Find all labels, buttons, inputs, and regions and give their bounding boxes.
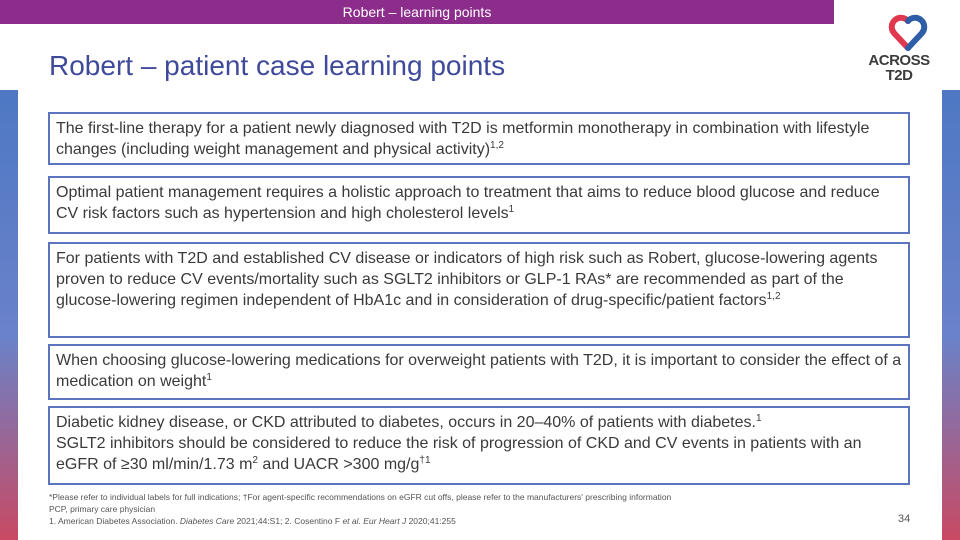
learning-point-4: When choosing glucose-lowering medicatio…: [48, 344, 910, 400]
reference-text: 2021;44:S1; 2. Cosentino F: [234, 516, 343, 526]
learning-point-3: For patients with T2D and established CV…: [48, 242, 910, 338]
footnote-abbreviations: PCP, primary care physician: [49, 504, 156, 514]
heart-logo-icon: [888, 14, 928, 51]
reference-sup: 1: [508, 204, 515, 215]
slide-title: Robert – patient case learning points: [49, 50, 506, 81]
point-text: Diabetic kidney disease, or CKD attribut…: [56, 414, 756, 431]
journal-name: et al. Eur Heart J: [342, 516, 407, 526]
point-text: For patients with T2D and established CV…: [56, 250, 878, 309]
learning-point-2: Optimal patient management requires a ho…: [48, 176, 910, 234]
exponent-sup: 2: [252, 455, 258, 466]
learning-point-1: The first-line therapy for a patient new…: [48, 112, 910, 165]
point-text: and UACR >300 mg/g: [257, 456, 420, 473]
footnote-indications: *Please refer to individual labels for f…: [49, 492, 672, 502]
left-accent-bar: [0, 90, 18, 540]
page-number: 34: [898, 513, 911, 525]
footnotes: *Please refer to individual labels for f…: [49, 491, 869, 527]
reference-text: 2020;41:255: [406, 516, 456, 526]
logo-wordmark: ACROSS T2D: [866, 53, 932, 83]
reference-sup: 1,2: [766, 291, 781, 302]
right-accent-bar: [942, 90, 960, 540]
reference-sup: 1: [206, 372, 212, 383]
journal-name: Diabetes Care: [179, 516, 235, 526]
logo-line-1: ACROSS: [868, 52, 930, 69]
learning-point-5: Diabetic kidney disease, or CKD attribut…: [48, 406, 910, 485]
section-banner: Robert – learning points: [0, 0, 834, 24]
reference-sup: †1: [419, 455, 431, 466]
footnote-references: 1. American Diabetes Association. Diabet…: [49, 515, 869, 527]
point-text: SGLT2 inhibitors should be considered to…: [56, 435, 862, 473]
logo-line-2: T2D: [885, 67, 913, 84]
reference-sup: 1: [755, 413, 762, 424]
reference-sup: 1,2: [490, 140, 504, 151]
reference-text: 1. American Diabetes Association.: [49, 516, 180, 526]
point-text: When choosing glucose-lowering medicatio…: [56, 352, 902, 390]
point-text: The first-line therapy for a patient new…: [56, 120, 870, 158]
across-t2d-logo: ACROSS T2D: [866, 12, 932, 86]
point-text: Optimal patient management requires a ho…: [56, 184, 880, 222]
